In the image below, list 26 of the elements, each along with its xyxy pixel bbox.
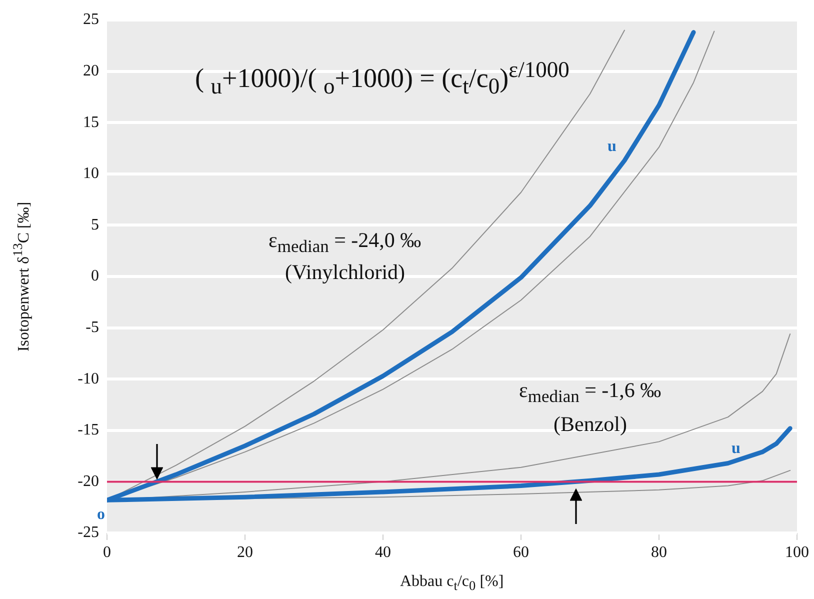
y-tick-label: 5 xyxy=(91,216,99,234)
annotation: u xyxy=(608,138,616,156)
x-tick-label: 60 xyxy=(513,544,529,561)
y-tick-label: -20 xyxy=(78,472,99,490)
x-tick-label: 0 xyxy=(103,544,111,561)
text: o xyxy=(97,506,105,524)
y-tick-label: 15 xyxy=(83,114,99,131)
x-tick-label: 20 xyxy=(237,544,253,561)
y-tick-label: 0 xyxy=(91,268,99,285)
y-tick-label: 10 xyxy=(83,165,99,182)
text: ( $_{u}$+1000)/( $_{o}$+1000) = (c$_{t}$/c$_{0}$)$^{ε/1000}$ xyxy=(195,57,570,98)
annotation: u xyxy=(732,440,740,458)
x-tick-label: 80 xyxy=(651,544,667,561)
x-axis-title: Abbau c$_{t}$/c$_{0}$ [%] xyxy=(400,572,504,594)
annotation: ε$_{median}$ = -1,6 ‰ xyxy=(519,378,662,407)
y-tick-label: 20 xyxy=(83,62,99,80)
y-tick-label: -10 xyxy=(78,370,99,388)
x-tick-label: 100 xyxy=(785,544,809,561)
annotation: (Benzol) xyxy=(554,412,627,436)
annotation: ε$_{median}$ = -24,0 ‰ xyxy=(268,228,422,257)
annotation: (Vinylchlorid) xyxy=(285,260,406,284)
y-tick-label: 25 xyxy=(83,11,99,28)
y-tick-label: -15 xyxy=(78,422,99,439)
x-tick-label: 40 xyxy=(375,544,391,561)
y-tick-label: -5 xyxy=(86,319,99,336)
y-tick-label: -25 xyxy=(78,524,99,542)
